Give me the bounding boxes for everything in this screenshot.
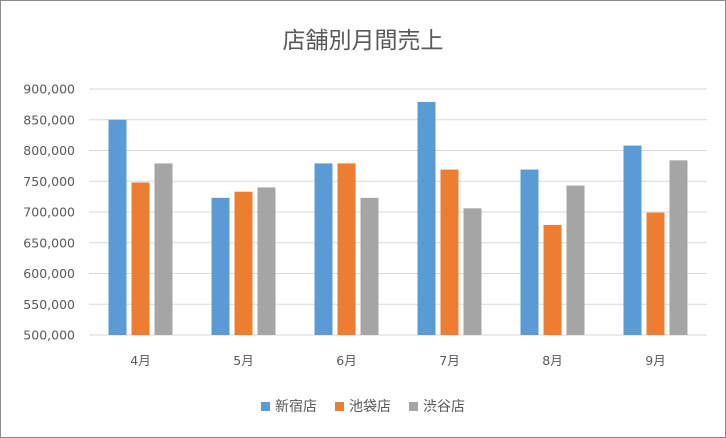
x-tick-label: 8月 xyxy=(542,353,562,368)
legend-item-series-2: 渋谷店 xyxy=(409,396,465,416)
bar-0-1 xyxy=(211,197,230,335)
y-tick-label: 900,000 xyxy=(23,82,75,97)
y-tick-label: 850,000 xyxy=(23,112,75,127)
chart-title: 店舗別月間売上 xyxy=(282,28,444,54)
y-tick-label: 700,000 xyxy=(23,205,75,220)
x-tick-label: 7月 xyxy=(439,353,459,368)
bar-1-4 xyxy=(543,224,562,335)
bar-0-2 xyxy=(314,163,333,335)
legend-swatch-series-0 xyxy=(261,401,270,411)
bar-1-1 xyxy=(234,191,253,335)
bar-2-1 xyxy=(257,187,276,335)
x-tick-label: 9月 xyxy=(645,353,665,368)
x-tick-label: 4月 xyxy=(130,353,150,368)
y-tick-label: 500,000 xyxy=(23,328,75,343)
legend-item-series-0: 新宿店 xyxy=(261,396,317,416)
bar-0-4 xyxy=(520,169,539,335)
y-tick-label: 750,000 xyxy=(23,174,75,189)
bar-0-5 xyxy=(623,145,642,335)
bar-1-5 xyxy=(646,212,665,335)
bar-2-4 xyxy=(566,185,585,335)
legend-label-series-0: 新宿店 xyxy=(275,399,317,415)
bar-1-3 xyxy=(440,169,459,335)
y-tick-label: 600,000 xyxy=(23,266,75,281)
legend-item-series-1: 池袋店 xyxy=(335,396,391,416)
x-tick-label: 6月 xyxy=(336,353,356,368)
bar-2-0 xyxy=(154,163,173,335)
bar-1-0 xyxy=(131,182,150,335)
legend-swatch-series-2 xyxy=(409,401,418,411)
legend-swatch-series-1 xyxy=(335,401,344,411)
bar-1-2 xyxy=(337,163,356,335)
bar-2-3 xyxy=(463,208,482,335)
bar-2-2 xyxy=(360,197,379,335)
y-tick-label: 650,000 xyxy=(23,235,75,250)
legend-label-series-2: 渋谷店 xyxy=(423,399,465,415)
y-tick-label: 800,000 xyxy=(23,143,75,158)
bar-2-5 xyxy=(669,160,688,335)
chart-legend: 新宿店 池袋店 渋谷店 xyxy=(1,396,725,416)
legend-label-series-1: 池袋店 xyxy=(349,399,391,415)
bar-0-0 xyxy=(108,119,127,335)
bar-0-3 xyxy=(417,101,436,335)
y-tick-label: 550,000 xyxy=(23,297,75,312)
x-tick-label: 5月 xyxy=(233,353,253,368)
